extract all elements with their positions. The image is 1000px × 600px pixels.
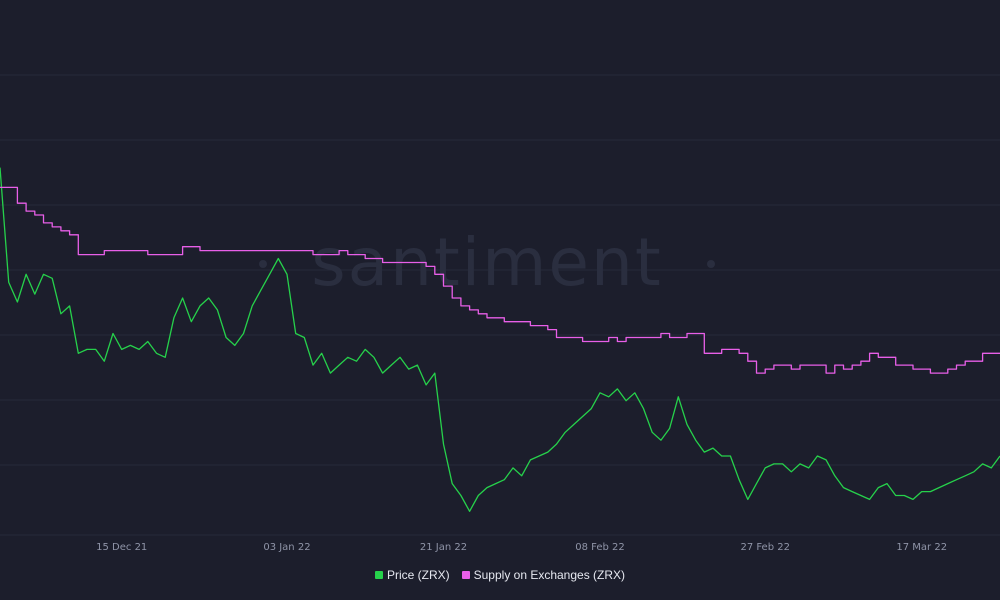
legend-label-price: Price (ZRX) (386, 568, 450, 582)
x-tick-label: 17 Mar 22 (896, 542, 947, 553)
santiment-watermark: santiment (259, 224, 715, 301)
x-tick-label: 08 Feb 22 (575, 542, 625, 553)
legend-label-supply: Supply on Exchanges (ZRX) (473, 568, 626, 582)
legend-swatch-supply (461, 571, 470, 579)
watermark-dot-left (259, 260, 267, 268)
x-tick-label: 27 Feb 22 (740, 542, 790, 553)
watermark-text: santiment (311, 224, 662, 301)
x-tick-label: 03 Jan 22 (263, 542, 310, 553)
x-tick-label: 15 Dec 21 (96, 542, 147, 553)
legend-item-supply[interactable]: Supply on Exchanges (ZRX) (461, 568, 626, 582)
x-axis: 15 Dec 21 03 Jan 22 21 Jan 22 08 Feb 22 27 F… (96, 542, 947, 553)
chart-grid (0, 74, 1000, 536)
x-tick-label: 21 Jan 22 (420, 542, 467, 553)
price-line (0, 167, 1000, 512)
chart-series (0, 167, 1000, 512)
legend-swatch-price (374, 571, 383, 579)
chart-legend: Price (ZRX) Supply on Exchanges (ZRX) (0, 568, 1000, 582)
supply-line (0, 186, 1000, 374)
watermark-dot-right (707, 260, 715, 268)
legend-item-price[interactable]: Price (ZRX) (374, 568, 450, 582)
